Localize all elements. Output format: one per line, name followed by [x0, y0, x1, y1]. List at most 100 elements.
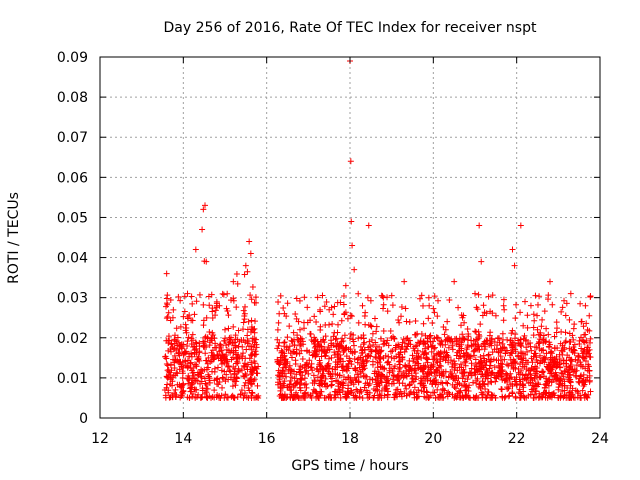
data-point-cloud — [464, 392, 471, 399]
data-point-cloud — [511, 335, 518, 342]
data-point-cloud — [168, 341, 175, 348]
data-point-cloud — [278, 349, 285, 356]
data-point-cloud — [517, 380, 524, 387]
data-point-cloud — [531, 372, 538, 379]
data-point-cloud — [380, 301, 387, 308]
data-point-cloud — [248, 296, 255, 303]
data-point-cloud — [431, 344, 438, 351]
data-point-cloud — [582, 376, 589, 383]
data-point-cloud — [577, 300, 584, 307]
data-point-cloud — [441, 331, 448, 338]
data-point-cloud — [411, 347, 418, 354]
data-point-cloud — [558, 347, 565, 354]
data-point-cloud — [200, 301, 207, 308]
data-point-cloud — [531, 317, 538, 324]
data-point-cloud — [488, 394, 495, 401]
data-point-cloud — [192, 394, 199, 401]
data-point-cloud — [381, 340, 388, 347]
data-point-cloud — [214, 364, 221, 371]
data-point-cloud — [176, 366, 183, 373]
data-point-cloud — [439, 391, 446, 398]
data-point-cloud — [193, 298, 200, 305]
data-point-cloud — [318, 344, 325, 351]
data-point-cloud — [489, 310, 496, 317]
data-point — [434, 366, 441, 373]
data-point-cloud — [238, 387, 245, 394]
data-point-cloud — [192, 347, 199, 354]
data-point-cloud — [180, 351, 187, 358]
data-point-cloud — [298, 347, 305, 354]
data-point-cloud — [567, 389, 574, 396]
data-point-cloud — [587, 388, 594, 395]
data-point-cloud — [203, 381, 210, 388]
data-point-cloud — [165, 309, 172, 316]
data-point-cloud — [434, 394, 441, 401]
data-point-cloud — [325, 360, 332, 367]
data-point-cloud — [189, 300, 196, 307]
data-point-cloud — [380, 338, 387, 345]
axis-ticks — [99, 56, 601, 419]
data-point-cloud — [317, 388, 324, 395]
data-point-cloud — [361, 365, 368, 372]
data-point — [547, 278, 553, 285]
data-point-cloud — [204, 360, 211, 367]
data-point-cloud — [407, 341, 414, 348]
data-point-cloud — [374, 387, 381, 394]
data-point-cloud — [233, 304, 240, 311]
data-point-cloud — [389, 347, 396, 354]
data-point-cloud — [568, 394, 575, 401]
data-point-cloud — [397, 345, 404, 352]
data-point-cloud — [369, 358, 376, 365]
data-point-cloud — [444, 380, 451, 387]
data-point-cloud — [449, 346, 456, 353]
data-point-cloud — [185, 375, 192, 382]
data-point-cloud — [445, 359, 452, 366]
data-point-cloud — [328, 354, 335, 361]
data-point-cloud — [389, 376, 396, 383]
data-point-cloud — [582, 331, 589, 338]
data-point-cloud — [543, 325, 550, 332]
data-point-cloud — [388, 292, 395, 299]
data-point-cloud — [579, 336, 586, 343]
data-point-cloud — [538, 323, 545, 330]
data-point-cloud — [545, 390, 552, 397]
data-point-cloud — [366, 389, 373, 396]
data-point-cloud — [291, 342, 298, 349]
data-point-cloud — [328, 382, 335, 389]
data-point-cloud — [560, 373, 567, 380]
data-point-cloud — [587, 354, 594, 361]
data-point-cloud — [248, 392, 255, 399]
data-point-cloud — [434, 386, 441, 393]
data-point-cloud — [184, 364, 191, 371]
data-point-cloud — [464, 342, 471, 349]
data-point-cloud — [559, 348, 566, 355]
data-point-cloud — [291, 375, 298, 382]
data-point — [347, 158, 354, 165]
data-point-cloud — [417, 364, 424, 371]
data-point-cloud — [353, 386, 360, 393]
data-point-cloud — [167, 372, 174, 379]
data-point-cloud — [460, 394, 467, 401]
data-point-cloud — [252, 348, 259, 355]
data-point-cloud — [412, 318, 419, 325]
data-point-cloud — [230, 364, 237, 371]
data-point-cloud — [249, 335, 256, 342]
data-point-cloud — [351, 356, 358, 363]
data-point-cloud — [524, 359, 531, 366]
x-tick-label: 16 — [258, 431, 276, 447]
data-point-cloud — [536, 293, 543, 300]
data-point-cloud — [504, 384, 511, 391]
data-point-cloud — [240, 394, 247, 401]
data-point-cloud — [578, 345, 585, 352]
data-point-cloud — [181, 308, 188, 315]
data-point-cloud — [575, 378, 582, 385]
data-point-cloud — [277, 292, 284, 299]
data-point-cloud — [164, 362, 171, 369]
data-point — [451, 278, 458, 285]
data-point-cloud — [527, 302, 534, 309]
data-point-cloud — [371, 315, 378, 322]
data-point-cloud — [522, 371, 529, 378]
data-point-cloud — [191, 386, 198, 393]
data-point-cloud — [389, 302, 396, 309]
